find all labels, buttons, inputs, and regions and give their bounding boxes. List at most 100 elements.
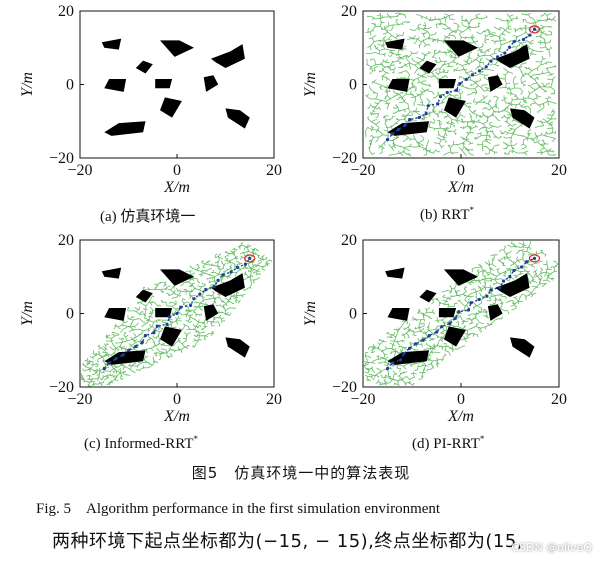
path-node — [407, 346, 412, 350]
path-node — [140, 340, 144, 344]
caption-c-sup: * — [193, 434, 198, 444]
path-node — [229, 270, 233, 274]
obstacle — [101, 38, 122, 50]
x-axis-label: X/m — [163, 179, 190, 196]
path-node — [445, 90, 449, 95]
x-axis-label: X/m — [447, 179, 474, 196]
x-tick-label: −20 — [67, 162, 92, 179]
path-node — [426, 104, 430, 108]
path-node — [448, 321, 452, 326]
obstacle — [160, 40, 194, 57]
caption-d-sup: * — [479, 434, 485, 444]
path-node — [390, 132, 394, 136]
y-axis-label: Y/m — [19, 72, 36, 97]
obstacle — [495, 44, 530, 68]
path-node — [470, 73, 475, 77]
goal-marker — [528, 25, 541, 34]
path-node — [525, 260, 529, 264]
path-node — [127, 348, 131, 352]
path-node — [477, 297, 481, 302]
path-node — [512, 40, 516, 44]
path-node — [385, 138, 390, 142]
y-tick-label: 20 — [58, 3, 74, 20]
path-node — [143, 333, 147, 338]
path-node — [212, 284, 216, 289]
path-node — [512, 268, 516, 273]
path-node — [532, 256, 537, 260]
x-tick-label: −20 — [67, 391, 92, 408]
x-tick-label: 0 — [457, 391, 465, 408]
obstacle — [443, 97, 466, 118]
plot-a: −20 0 20 20 0 −20 X/m Y/m — [19, 3, 282, 196]
y-axis-label: Y/m — [19, 301, 36, 326]
path-node — [503, 51, 507, 55]
obstacle — [160, 326, 182, 347]
plot-d: −20 0 20 20 0 −20 X/m Y/m — [302, 232, 567, 425]
path-node — [485, 294, 489, 298]
path-node — [134, 344, 138, 349]
obstacle — [155, 308, 173, 318]
path-node — [458, 81, 462, 86]
obstacle — [419, 60, 437, 74]
path-node — [484, 65, 488, 69]
path-node — [498, 285, 502, 290]
y-tick-label: 0 — [66, 77, 74, 94]
watermark: CSDN @oliveQ — [511, 541, 592, 554]
obstacle — [487, 304, 503, 321]
y-tick-label: 0 — [349, 77, 357, 94]
subplot-a: −20 0 20 20 0 −20 X/m Y/m (a) 仿真环境一 — [0, 0, 300, 230]
path-node — [204, 287, 208, 292]
body-text: 两种环境下起点坐标都为(−15, − 15),终点坐标都为(15, — [52, 531, 524, 552]
path-node — [457, 310, 461, 314]
x-tick-label: 0 — [173, 162, 181, 179]
search-tree — [80, 242, 273, 387]
path-node — [198, 292, 202, 296]
goal-marker — [244, 254, 256, 263]
x-tick-label: 0 — [173, 391, 181, 408]
path-node — [421, 338, 425, 342]
caption-b-text: (b) RRT — [420, 207, 470, 223]
obstacle — [104, 121, 146, 136]
path-node — [477, 69, 482, 73]
obstacle — [419, 289, 437, 303]
x-axis-label: X/m — [447, 408, 474, 425]
path-node — [440, 324, 444, 329]
y-tick-label: 20 — [58, 232, 74, 249]
caption-c-text: (c) Informed-RRT — [84, 436, 194, 452]
path-node — [155, 324, 159, 328]
obstacle — [387, 308, 410, 321]
x-axis-label: X/m — [163, 408, 190, 425]
figure-title-en: Fig. 5 Algorithm performance in the firs… — [36, 501, 441, 517]
path-node — [528, 33, 532, 37]
obstacle — [104, 79, 127, 92]
obstacle — [510, 337, 535, 358]
path-node — [489, 288, 493, 292]
subplot-c: −20 0 20 20 0 −20 X/m Y/m (c) Informed-RRT* — [0, 0, 300, 460]
obstacle — [438, 79, 457, 89]
caption-b-sup: * — [469, 205, 475, 215]
obstacle — [104, 308, 127, 321]
caption-d-text: (d) PI-RRT — [412, 436, 480, 452]
path-node — [216, 278, 220, 282]
path-node — [489, 59, 493, 63]
path-node — [501, 279, 506, 283]
x-tick-label: 0 — [457, 162, 465, 179]
path-node — [469, 301, 473, 305]
path-node — [454, 88, 459, 92]
subplot-d: −20 0 20 20 0 −20 X/m Y/m (d) PI-RRT* — [302, 232, 567, 452]
y-tick-label: −20 — [332, 379, 357, 396]
obstacle — [443, 269, 479, 286]
obstacle — [160, 269, 194, 286]
obstacle — [225, 337, 250, 358]
path-node — [396, 127, 401, 132]
obstacle — [387, 121, 430, 136]
y-tick-label: −20 — [332, 150, 357, 167]
obstacle — [438, 308, 457, 318]
path-node — [167, 315, 172, 319]
path-node — [235, 265, 240, 270]
caption-b: (b) RRT* — [420, 205, 474, 224]
obstacle — [487, 75, 503, 92]
path-node — [121, 353, 125, 357]
path-node — [107, 361, 111, 365]
x-tick-label: −20 — [350, 391, 375, 408]
